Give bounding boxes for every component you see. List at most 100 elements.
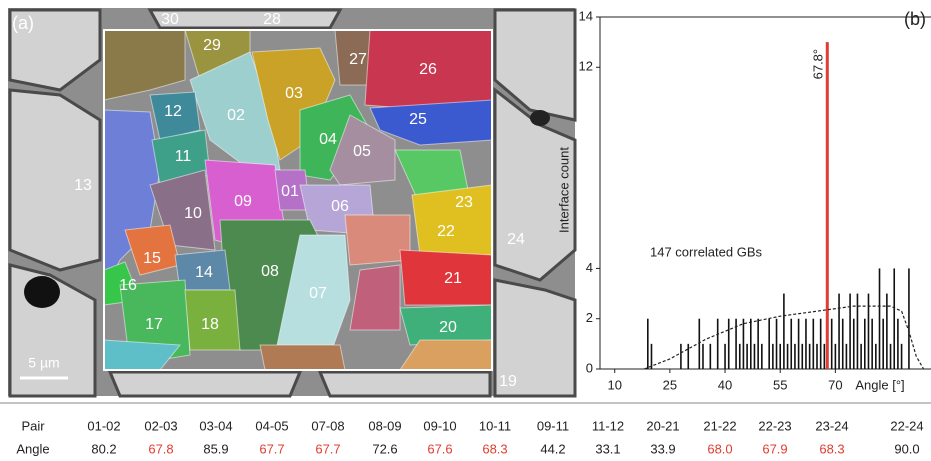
grain-label: 14 [195, 264, 213, 281]
angle-cell: 80.2 [91, 441, 116, 456]
bar [890, 344, 892, 369]
grain-label: 08 [261, 263, 279, 280]
panel-label: (b) [904, 9, 926, 29]
pair-cell: 22-24 [890, 418, 923, 433]
bar [886, 294, 888, 369]
grain-label: 20 [439, 319, 457, 336]
bar [864, 319, 866, 369]
bar [776, 319, 778, 369]
bar [826, 42, 829, 369]
bar [743, 319, 745, 369]
bar [699, 319, 701, 369]
grain-label: 13 [74, 177, 92, 194]
x-tick-label: 55 [773, 377, 787, 392]
bar [794, 344, 796, 369]
pair-cell: 11-12 [592, 418, 624, 433]
void [530, 110, 550, 126]
angle-cell: 67.6 [427, 441, 452, 456]
pair-cell: 21-22 [703, 418, 736, 433]
bar [702, 344, 704, 369]
grain-label: 12 [164, 103, 182, 120]
x-tick-label: 25 [663, 377, 677, 392]
pair-cell: 02-03 [144, 418, 177, 433]
bar [647, 319, 649, 369]
bar [860, 344, 862, 369]
bar [816, 344, 818, 369]
x-tick-label: 40 [718, 377, 732, 392]
grain-label: 07 [309, 285, 327, 302]
grain-label: 23 [455, 194, 473, 211]
bar [849, 294, 851, 369]
bar [824, 344, 826, 369]
grain-label: 27 [349, 51, 367, 68]
grain-label: 29 [203, 37, 221, 54]
grain-label: 28 [263, 11, 281, 28]
bar [901, 344, 903, 369]
grain-label: 02 [227, 107, 245, 124]
angle-cell: 33.1 [595, 441, 620, 456]
bar [651, 344, 653, 369]
x-axis-label: Angle [°] [855, 377, 904, 392]
pair-cell: 10-11 [479, 418, 511, 433]
grain-label: 25 [409, 111, 427, 128]
y-axis-label: Interface count [556, 147, 571, 233]
bar [687, 344, 689, 369]
pair-cell: 09-11 [537, 418, 569, 433]
grain-label: 19 [499, 373, 517, 390]
y-tick-label: 2 [586, 310, 593, 325]
grain-label: 17 [145, 316, 163, 333]
pair-cell: 23-24 [815, 418, 848, 433]
bar [754, 344, 756, 369]
y-tick-label: 12 [579, 59, 593, 74]
bar [908, 268, 910, 369]
pair-cell: 20-21 [646, 418, 679, 433]
angle-cell: 33.9 [650, 441, 675, 456]
grain-label: 11 [175, 148, 192, 165]
bar [846, 344, 848, 369]
annotation: 147 correlated GBs [650, 244, 763, 259]
pair-cell: 07-08 [311, 418, 344, 433]
bar [746, 344, 748, 369]
bar [871, 319, 873, 369]
pair-cell: 01-02 [87, 418, 120, 433]
grain-label: 26 [419, 61, 437, 78]
y-tick-label: 14 [579, 8, 593, 23]
y-tick-label: 4 [586, 260, 593, 275]
grain-label: 10 [184, 205, 202, 222]
angle-cell: 67.7 [259, 441, 284, 456]
bar [820, 319, 822, 369]
pair-cell: 04-05 [255, 418, 288, 433]
bar [783, 294, 785, 369]
bar [787, 344, 789, 369]
angle-cell: 68.3 [482, 441, 507, 456]
angle-cell: 90.0 [894, 441, 919, 456]
bar [831, 319, 833, 369]
grain-label: 21 [444, 270, 462, 287]
bar [798, 319, 800, 369]
grain-label: 15 [143, 250, 161, 267]
grain-label: 06 [331, 198, 349, 215]
bar [717, 319, 719, 369]
bar [724, 344, 726, 369]
table: 01-0280.202-0367.803-0485.904-0567.707-0… [87, 418, 923, 456]
angle-cell: 68.3 [819, 441, 844, 456]
bar [842, 319, 844, 369]
bar [853, 319, 855, 369]
angle-cell: 85.9 [203, 441, 228, 456]
micrograph: (a) 5 µm [8, 8, 575, 396]
bar [768, 319, 770, 369]
bar [757, 319, 759, 369]
grain-label: 03 [285, 85, 303, 102]
angle-cell: 67.7 [315, 441, 340, 456]
table-header: Angle [16, 441, 49, 456]
grain-label: 01 [281, 183, 299, 200]
grain-label: 30 [161, 11, 179, 28]
figure: (a) 5 µm 3028292726030212250405111301091… [0, 0, 931, 461]
angle-cell: 67.8 [148, 441, 173, 456]
bar [739, 344, 741, 369]
bar [750, 319, 752, 369]
bar [882, 319, 884, 369]
bar [835, 344, 837, 369]
histogram: (b) Interface count Angle [°] 147 correl… [556, 8, 931, 392]
angle-cell: 67.9 [762, 441, 787, 456]
